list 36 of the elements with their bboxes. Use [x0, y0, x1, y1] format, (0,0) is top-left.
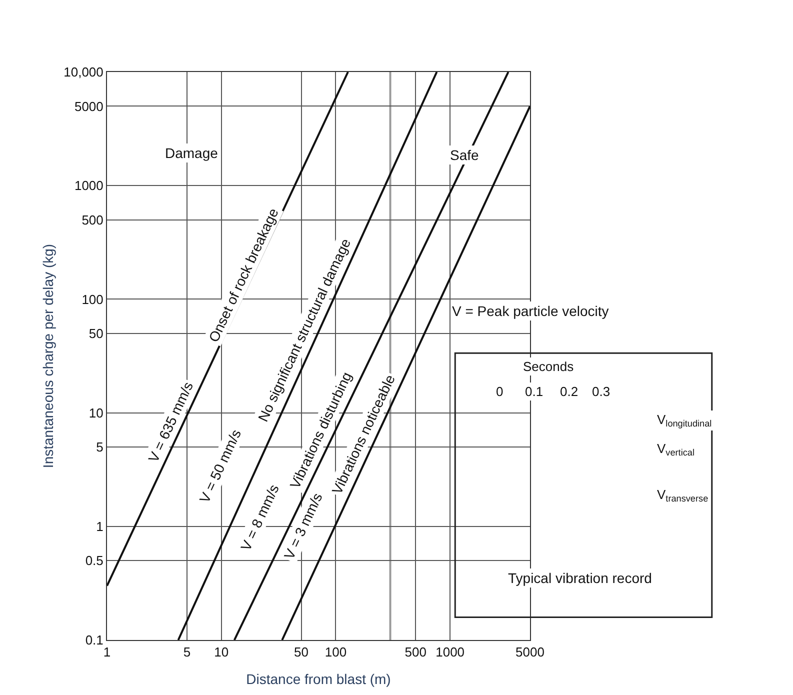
- text: V$_{vertical}$: [657, 441, 694, 458]
- x-tick-label: 100: [324, 644, 347, 660]
- annotation: Damage: [165, 145, 218, 161]
- x-tick-label: 5: [183, 644, 191, 660]
- y-tick-label: 1: [96, 518, 104, 534]
- y-tick-label: 10,000: [64, 64, 104, 80]
- text: 0.3: [592, 384, 610, 399]
- y-tick-label: 100: [82, 292, 104, 307]
- annotation: 0.1: [525, 384, 544, 399]
- y-tick-label: 500: [82, 212, 104, 228]
- text: V$_{longitudinal}$: [657, 412, 712, 429]
- annotation: Seconds: [523, 359, 574, 374]
- annotation: V = 3 mm/s: [280, 490, 326, 562]
- x-tick-label: 5000: [516, 644, 544, 660]
- text: V$_{transverse}$: [657, 487, 708, 504]
- annotation: V = 8 mm/s: [237, 482, 282, 554]
- annotation: V = 50 mm/s: [196, 426, 244, 506]
- text: 0.2: [560, 384, 578, 399]
- y-tick-label: 0.1: [85, 632, 104, 648]
- annotation: V = Peak particle velocity: [452, 303, 609, 319]
- annotation: Safe: [450, 147, 480, 163]
- y-tick-label: 1000: [74, 178, 104, 194]
- y-axis-title: Instantaneous charge per delay (kg): [40, 244, 56, 468]
- x-axis-title: Distance from blast (m): [246, 670, 391, 687]
- annotation: 0: [496, 384, 504, 399]
- y-tick-label: 5: [96, 440, 104, 455]
- x-tick-label: 50: [294, 644, 309, 660]
- y-tick-label: 5000: [74, 98, 104, 114]
- y-tick-label: 0.5: [85, 553, 104, 568]
- annotation: Typical vibration record: [508, 570, 652, 586]
- annotation: V = 635 mm/s: [144, 379, 196, 465]
- y-tick-label: 10: [88, 405, 104, 420]
- x-tick-label: 10: [214, 644, 229, 660]
- x-tick-label: 500: [404, 644, 426, 660]
- x-tick-label: 1000: [436, 644, 465, 660]
- y-tick-label: 50: [88, 326, 104, 341]
